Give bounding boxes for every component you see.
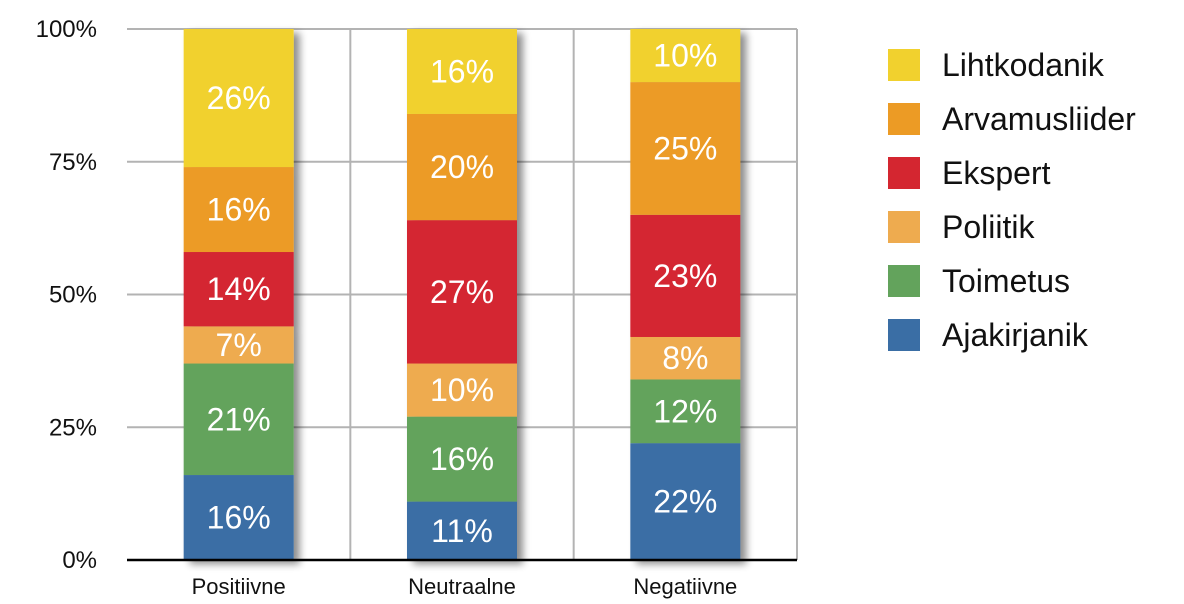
legend-label: Lihtkodanik [942,46,1104,83]
data-label: 8% [662,340,708,376]
legend-item-poliitik: Poliitik [888,200,1136,254]
bar-segment-toimetus [630,379,741,444]
legend-swatch [888,157,920,189]
legend-item-arvamusliider: Arvamusliider [888,92,1136,146]
data-label: 21% [207,401,271,437]
bar-segment-ajakirjanik [630,443,741,560]
data-label: 16% [430,53,494,89]
bar-segment-ajakirjanik [407,501,517,560]
bar-segment-ajakirjanik [183,475,294,560]
bar-segment-lihtkodanik [630,29,741,83]
axes: 0% 25% 50% 75% 100% Positiivne Neutraalne Negat… [36,16,797,599]
bar-negatiivne [630,29,741,560]
data-label: 10% [653,38,717,74]
y-tick-label: 0% [62,547,97,574]
data-label: 7% [216,327,262,363]
legend-label: Ajakirjanik [942,316,1088,353]
x-tick-label: Positiivne [192,574,286,599]
bars [183,29,741,560]
legend-swatch [888,265,920,297]
data-label: 27% [430,274,494,310]
legend: Lihtkodanik Arvamusliider Ekspert Poliitik T… [888,38,1136,362]
bar-segment-lihtkodanik [407,29,517,114]
data-label: 16% [207,192,271,228]
legend-label: Toimetus [942,262,1071,299]
legend-label: Ekspert [942,154,1051,191]
legend-item-lihtkodanik: Lihtkodanik [888,38,1136,92]
bar-segment-arvamusliider [407,113,517,221]
data-label: 26% [207,80,271,116]
legend-swatch [888,211,920,243]
legend-item-toimetus: Toimetus [888,254,1136,308]
bar-segment-toimetus [183,363,294,476]
bar-segment-arvamusliider [183,167,294,253]
bar-segment-toimetus [407,416,517,502]
y-tick-label: 50% [49,282,97,309]
bar-segment-lihtkodanik [183,29,294,168]
bar-positiivne [183,29,294,560]
bar-neutraalne [407,29,517,560]
legend-swatch [888,49,920,81]
stacked-bar-chart: 16% 21% 7% 14% 16% 26% 11% 16% 10% 27% 20% 16% 22% 12… [36,16,798,599]
y-tick-label: 25% [49,414,97,441]
legend-label: Poliitik [942,208,1035,245]
bar-segment-ekspert [407,220,517,364]
legend-item-ajakirjanik: Ajakirjanik [888,308,1136,362]
bar-segment-ekspert [183,252,294,327]
data-label: 20% [430,149,494,185]
legend-item-ekspert: Ekspert [888,146,1136,200]
y-tick-label: 100% [36,16,97,43]
data-label: 11% [431,513,493,549]
data-label: 12% [653,393,717,429]
bar-segment-poliitik [630,336,741,380]
legend-swatch [888,103,920,135]
bar-segment-arvamusliider [630,82,741,215]
legend-label: Arvamusliider [942,100,1136,137]
bar-segment-poliitik [407,363,517,417]
x-tick-label: Negatiivne [633,574,737,599]
data-label: 10% [430,372,494,408]
bar-segment-poliitik [183,326,294,364]
legend-swatch [888,319,920,351]
data-label: 23% [653,258,717,294]
bar-segment-ekspert [630,214,741,337]
data-label: 25% [653,130,717,166]
x-tick-label: Neutraalne [408,574,516,599]
data-label: 16% [207,500,271,536]
y-tick-label: 75% [49,149,97,176]
data-label: 22% [653,484,717,520]
data-label: 14% [207,271,271,307]
data-labels: 16% 21% 7% 14% 16% 26% 11% 16% 10% 27% 20% 16% 22% 12… [207,38,718,549]
data-label: 16% [430,441,494,477]
